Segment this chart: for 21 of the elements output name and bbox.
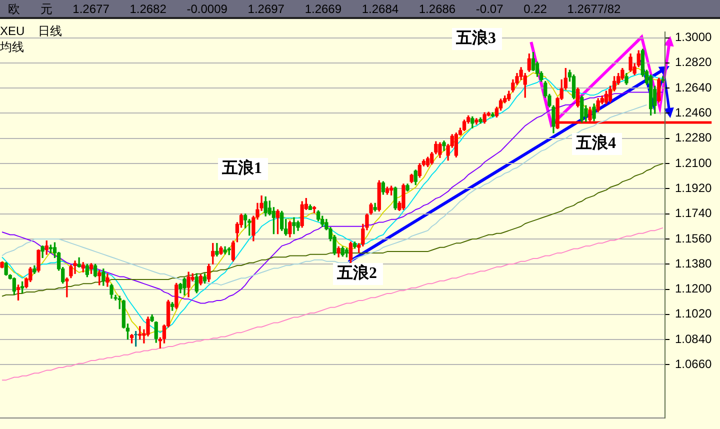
chart-subtitle: XEU 日线	[0, 24, 62, 39]
y-tick-label: 1.1740	[675, 206, 712, 220]
annotation: 五浪3	[452, 28, 502, 50]
y-tick-label: 1.2640	[675, 80, 712, 94]
y-tick-label: 1.1380	[675, 256, 712, 270]
y-tick-label: 1.0660	[675, 357, 712, 372]
y-tick-label: 1.1200	[675, 282, 712, 296]
y-tick-label: 1.2460	[675, 106, 712, 120]
y-tick-label: 1.2100	[675, 156, 712, 170]
y-tick-label: 1.1020	[675, 306, 712, 321]
annotation: 均线	[0, 40, 24, 55]
y-tick-label: 1.0840	[675, 332, 712, 346]
y-tick-label: 1.1560	[675, 231, 712, 246]
annotation: 五浪2	[333, 263, 383, 285]
annotation: 五浪4	[572, 133, 622, 155]
y-tick-label: 1.3000	[675, 30, 712, 44]
chart-title: 欧 元 1.2677 1.2682 -0.0009 1.2697 1.2669 1.2684 1.2686 -0.07 0.22 1.2677/82	[0, 0, 720, 19]
y-tick-label: 1.2280	[675, 130, 712, 145]
y-tick-label: 1.1920	[675, 180, 712, 195]
y-tick-label: 1.2820	[675, 55, 712, 70]
annotation: 五浪1	[218, 158, 268, 180]
